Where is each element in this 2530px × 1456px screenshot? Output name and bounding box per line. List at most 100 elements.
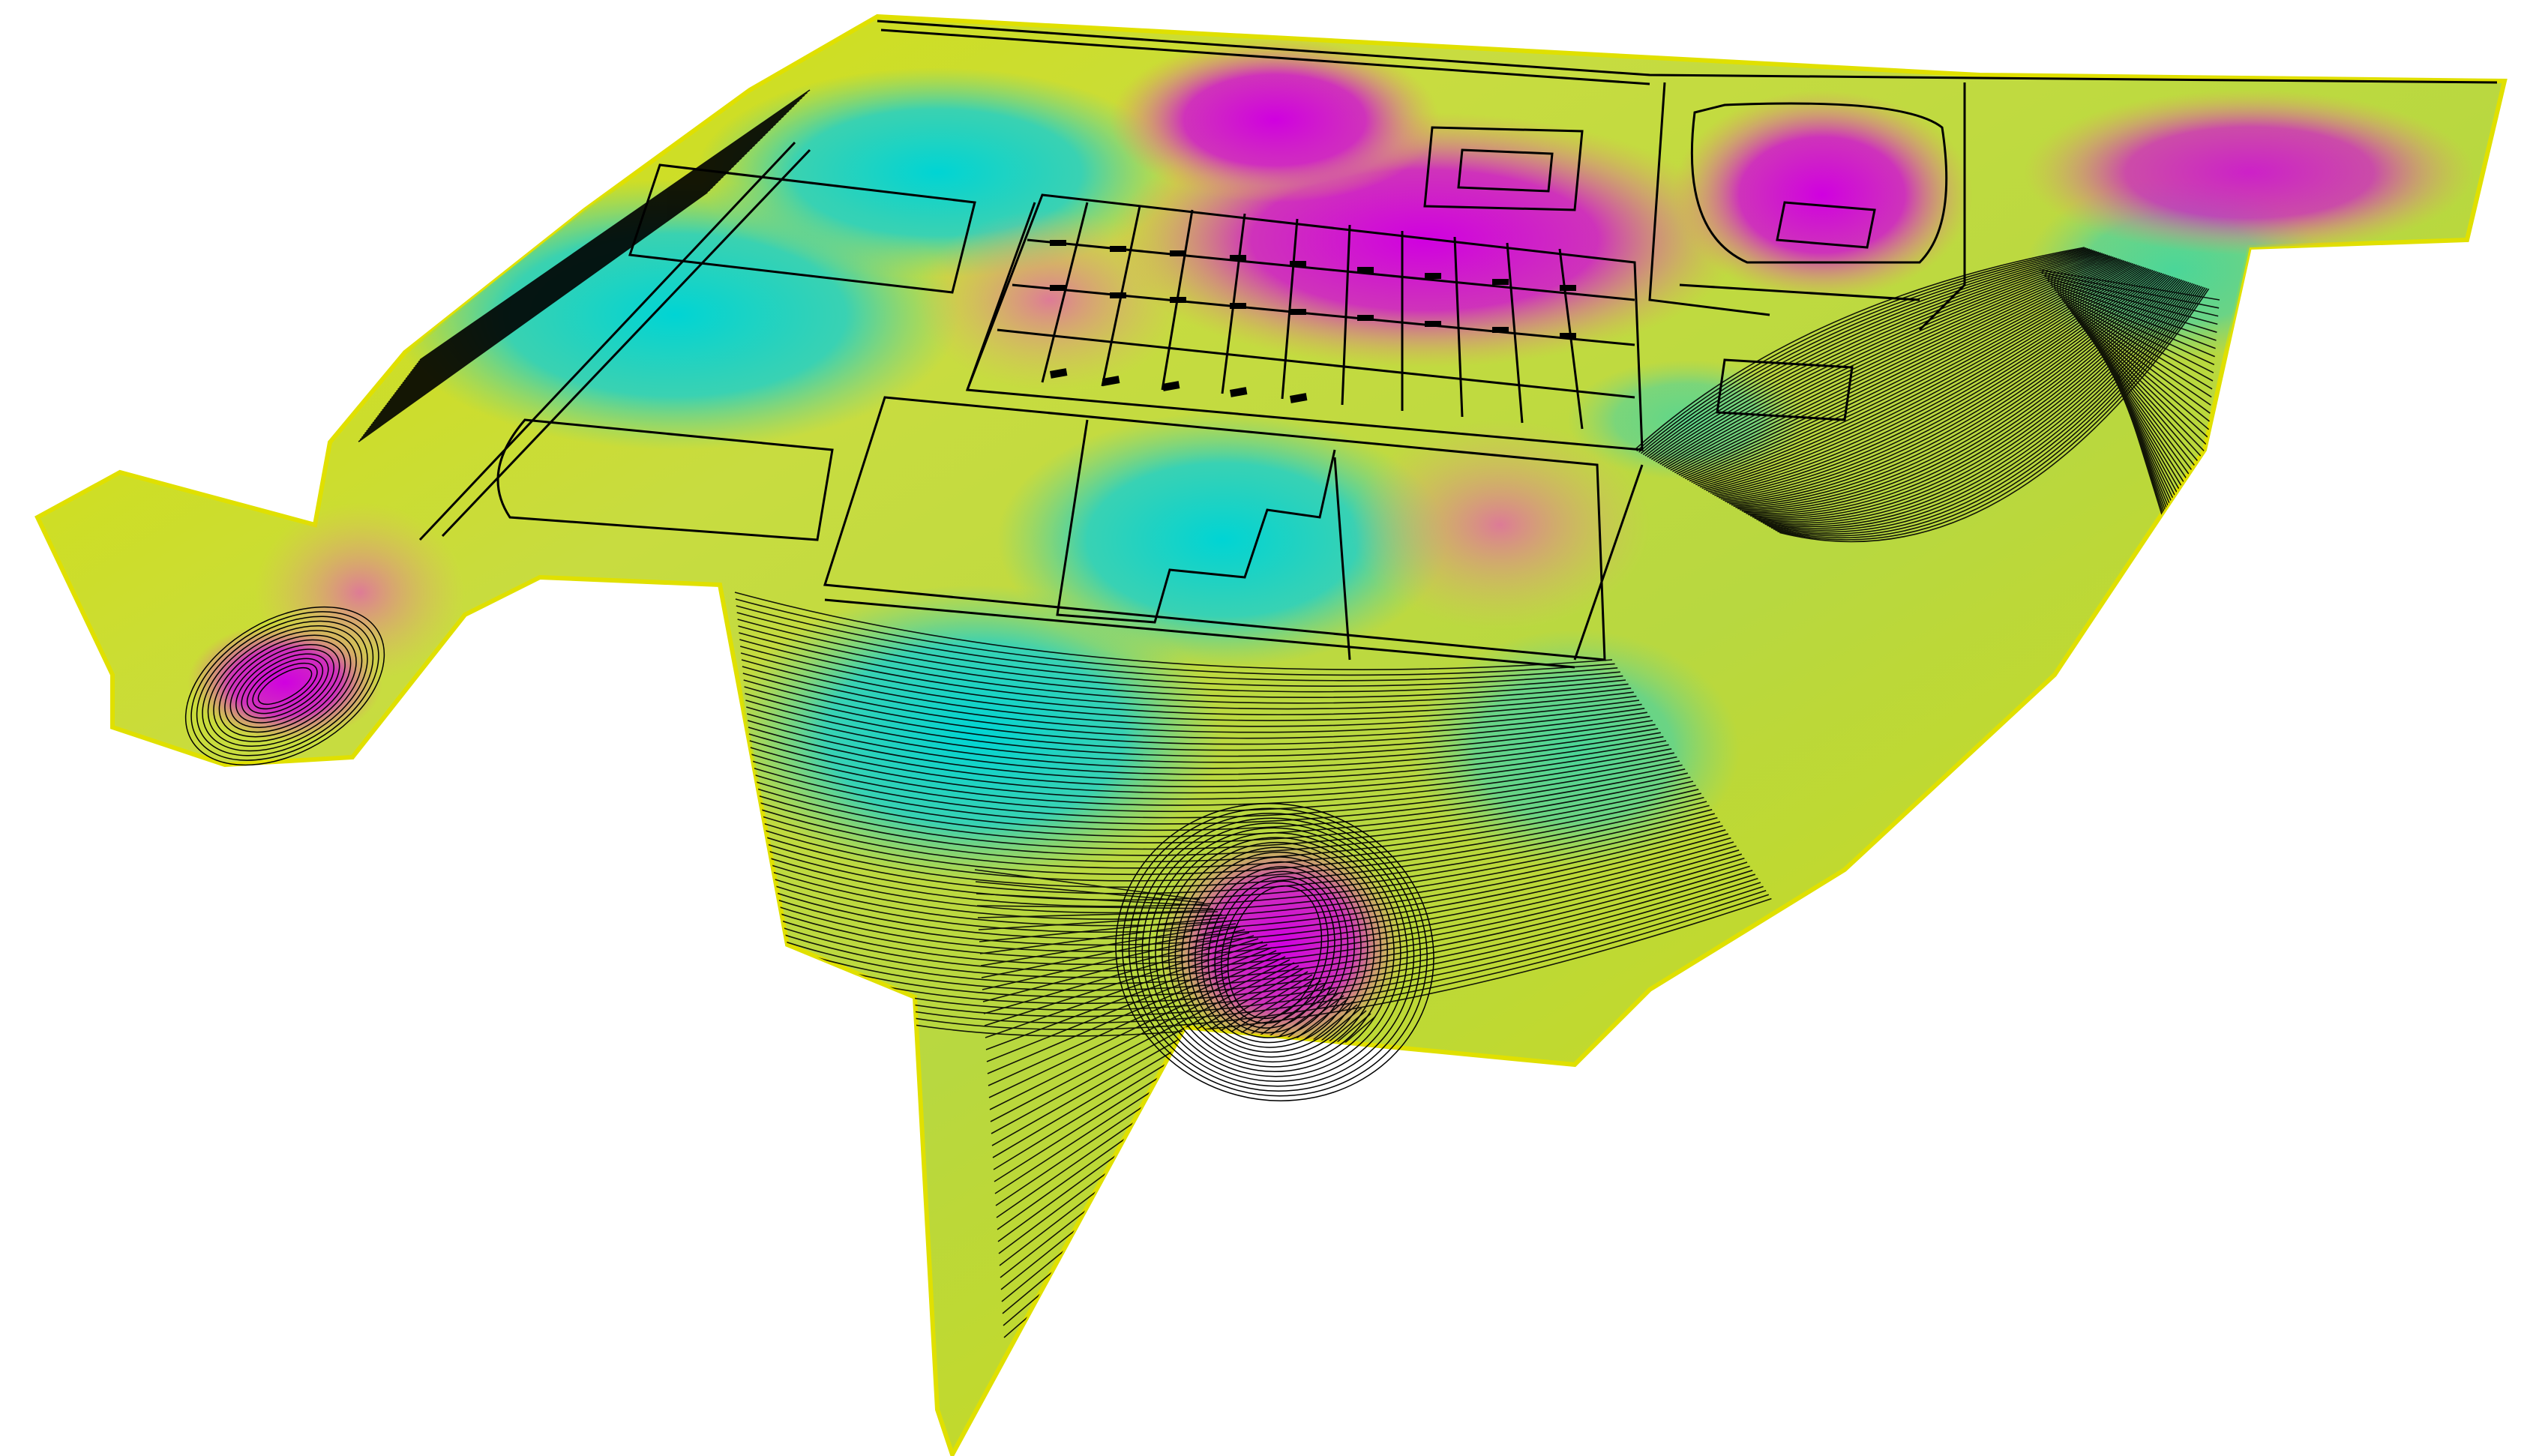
contour-line <box>1689 262 2132 482</box>
contour-line <box>979 917 1228 942</box>
contour-line <box>1683 260 2127 478</box>
basin-contour <box>1115 803 1434 1101</box>
basin-contour <box>257 667 313 706</box>
contour-line <box>1668 256 2114 470</box>
basin-contour <box>1128 813 1422 1092</box>
contour-line <box>358 191 708 442</box>
basin-contour <box>252 662 318 710</box>
contour-line <box>1714 269 2154 496</box>
contour-line <box>406 110 790 378</box>
contour-line <box>746 713 1661 775</box>
contour-line <box>382 152 748 411</box>
contour-line <box>1752 280 2187 519</box>
contour-line <box>1764 284 2197 529</box>
basin-contour <box>1141 822 1408 1082</box>
contour-line <box>1655 253 2103 463</box>
contour-line <box>1649 250 2098 459</box>
contour-line <box>754 776 1691 843</box>
contour-line <box>412 102 797 371</box>
contour-line <box>1674 258 2119 474</box>
contour-line <box>766 853 1743 966</box>
contour-line <box>2057 293 2214 373</box>
contour-line <box>756 789 1699 863</box>
basin-contour <box>1174 846 1375 1058</box>
basin-contour <box>246 658 324 715</box>
contour-line <box>768 861 1748 978</box>
basin-contour <box>1162 837 1388 1068</box>
contour-line <box>988 956 1286 1098</box>
contour-line <box>986 947 1272 1062</box>
contour-line <box>1684 261 2128 480</box>
basin-contour <box>202 620 368 752</box>
contour-line <box>2059 296 2214 382</box>
contour-line <box>394 131 769 394</box>
contour-line <box>1718 271 2157 499</box>
contour-line <box>403 115 784 382</box>
contour-line <box>2041 271 2220 309</box>
contour-line <box>739 646 1634 716</box>
contour-line <box>385 147 753 407</box>
contour-line <box>760 809 1713 894</box>
contour-line <box>388 142 758 403</box>
basin-contour <box>1195 861 1355 1044</box>
contour-line <box>1665 256 2112 469</box>
basin-contour <box>224 639 346 733</box>
contour-line <box>1695 264 2138 486</box>
contour-line <box>1670 256 2116 471</box>
contour-line <box>748 727 1667 788</box>
contour-line <box>749 740 1672 800</box>
contour-line <box>991 968 1304 1146</box>
contour-line <box>375 163 737 420</box>
contour-line <box>977 911 1219 918</box>
contour-line <box>984 938 1259 1026</box>
contour-line <box>757 796 1704 876</box>
contour-line <box>735 598 1615 676</box>
contour-line <box>1691 262 2134 483</box>
contour-line <box>737 619 1623 693</box>
contour-line <box>2039 269 2220 301</box>
contour-line <box>2043 274 2219 317</box>
contour-line <box>396 128 771 392</box>
contour-line <box>419 89 811 361</box>
contour-line <box>989 959 1290 1110</box>
contour-line <box>2070 310 2210 422</box>
basin-contour <box>207 625 363 747</box>
contour-line <box>1647 250 2096 458</box>
contour-line <box>741 659 1640 727</box>
contour-line <box>1748 279 2183 516</box>
contour-line <box>2071 312 2210 430</box>
contour-line <box>1640 248 2091 454</box>
basin-contour <box>1227 885 1323 1020</box>
contour-line <box>1743 278 2179 514</box>
contour-line <box>2067 307 2211 414</box>
contour-line <box>418 91 808 363</box>
contour-line <box>1672 257 2118 472</box>
contour-line <box>1678 259 2123 476</box>
contour-line <box>740 652 1637 721</box>
contour-line <box>2047 280 2217 333</box>
contour-line <box>1657 253 2105 464</box>
contour-line <box>373 165 734 421</box>
contour-line <box>753 768 1686 831</box>
contour-line <box>389 139 760 400</box>
basin-contour <box>1214 876 1335 1029</box>
basin-contour <box>1148 827 1401 1077</box>
contour-line <box>1773 286 2205 537</box>
basin-contour <box>1122 807 1428 1097</box>
contour-line <box>376 160 739 418</box>
basin-contour <box>241 653 329 719</box>
contour-line <box>1650 251 2100 460</box>
contour-line <box>1756 281 2190 523</box>
basin-contour <box>1135 817 1415 1087</box>
basin-contour <box>196 616 374 756</box>
contour-line <box>990 962 1295 1122</box>
contour-line <box>748 733 1669 794</box>
contour-line <box>1733 275 2170 507</box>
contour-line <box>366 178 721 432</box>
contour-line <box>982 932 1250 1002</box>
basin-contour <box>1155 831 1395 1073</box>
contour-line <box>2061 298 2213 390</box>
contour-line <box>2073 315 2209 439</box>
